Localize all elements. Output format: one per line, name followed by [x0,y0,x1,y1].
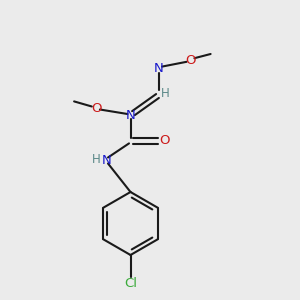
Text: N: N [102,154,111,167]
Text: O: O [91,101,101,115]
Text: O: O [185,53,196,67]
Text: Cl: Cl [124,277,137,290]
Text: O: O [160,134,170,147]
Text: H: H [161,87,170,100]
Text: H: H [92,153,100,166]
Text: N: N [154,62,164,76]
Text: N: N [126,109,135,122]
